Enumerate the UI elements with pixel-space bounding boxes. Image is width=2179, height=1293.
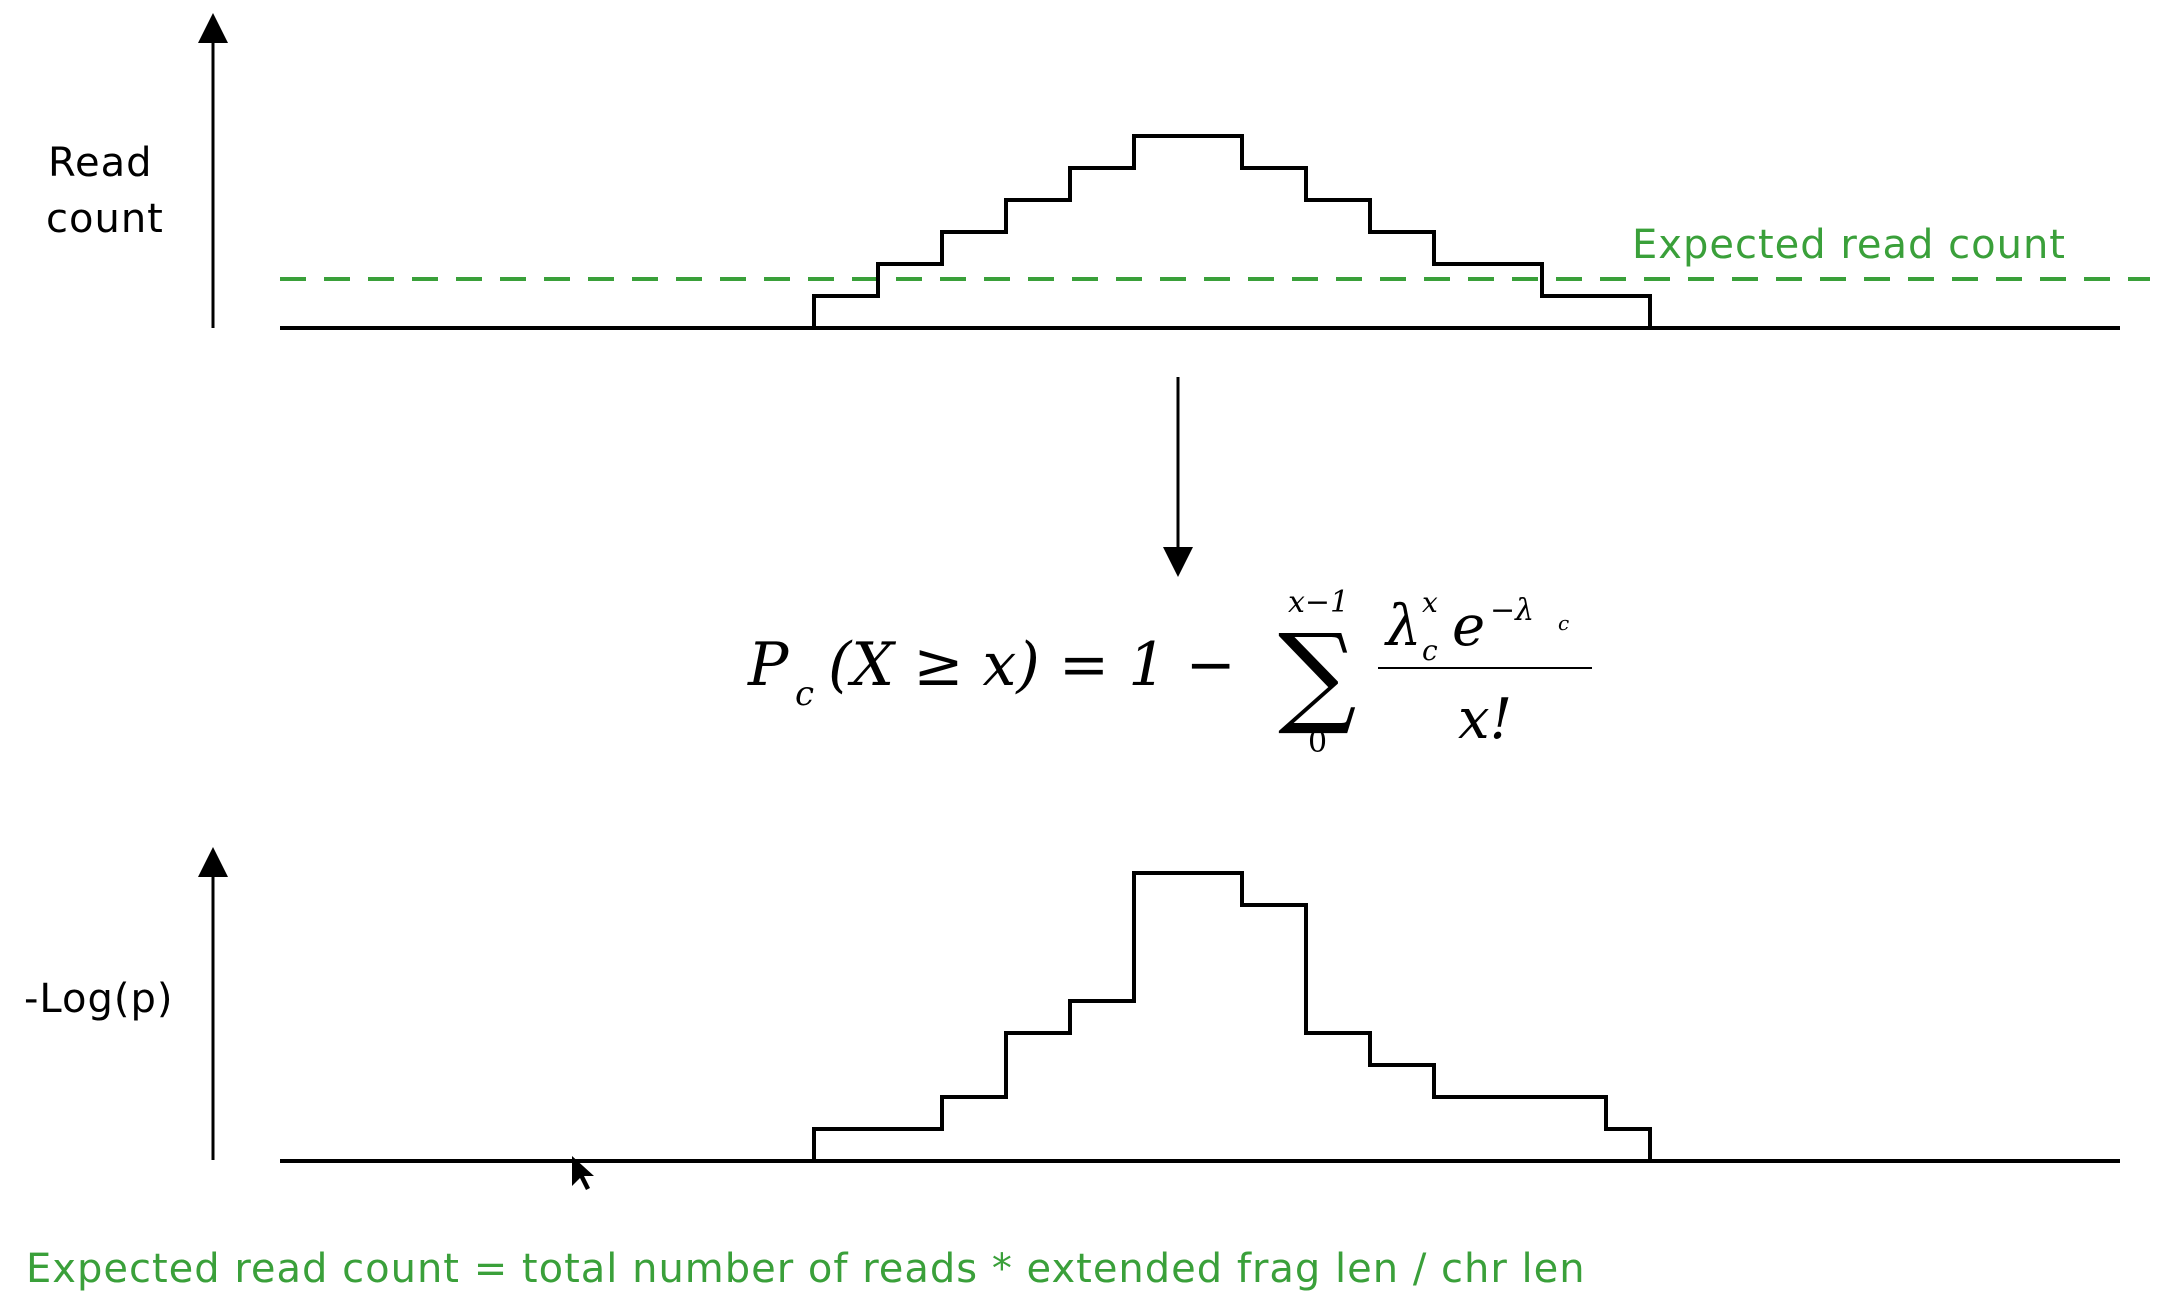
read-count-step-line: [750, 134, 1652, 330]
formula-P: P: [747, 630, 790, 700]
neg-log-p-panel: -Log(p): [24, 847, 2120, 1163]
formula-P-subscript: c: [795, 674, 814, 714]
expected-read-count-label: Expected read count: [1632, 222, 2066, 268]
formula-sigma: ∑: [1278, 610, 1357, 738]
formula-sigma-upper: x−1: [1288, 585, 1349, 620]
neg-log-p-step-line: [750, 871, 1652, 1163]
poisson-formula: P c (X ≥ x) = 1 − ∑ x−1 0 λ x c e −λ c x…: [747, 585, 1592, 760]
mouse-cursor-icon: [572, 1156, 594, 1190]
read-count-panel: Read count Expected read count: [46, 13, 2150, 330]
formula-numerator-e: e: [1452, 594, 1485, 659]
formula-sigma-lower: 0: [1308, 725, 1327, 760]
read-count-y-label-line1: Read: [48, 140, 153, 186]
formula-numerator-sup: x: [1422, 586, 1438, 619]
expected-read-count-formula: Expected read count = total number of re…: [26, 1246, 1586, 1292]
read-count-y-label-line2: count: [46, 196, 164, 242]
neg-log-p-y-label: -Log(p): [24, 976, 173, 1022]
formula-numerator-lambda: λ: [1384, 594, 1422, 659]
formula-denominator: x!: [1458, 687, 1512, 752]
neg-log-p-step-profile: [750, 871, 1652, 1163]
read-count-step-profile: [750, 134, 1652, 330]
formula-numerator-e-sup-sub: c: [1558, 611, 1569, 635]
formula-numerator-e-sup: −λ: [1490, 593, 1534, 628]
formula-numerator-sub: c: [1422, 634, 1438, 667]
formula-lhs: (X ≥ x) = 1 −: [828, 630, 1236, 700]
